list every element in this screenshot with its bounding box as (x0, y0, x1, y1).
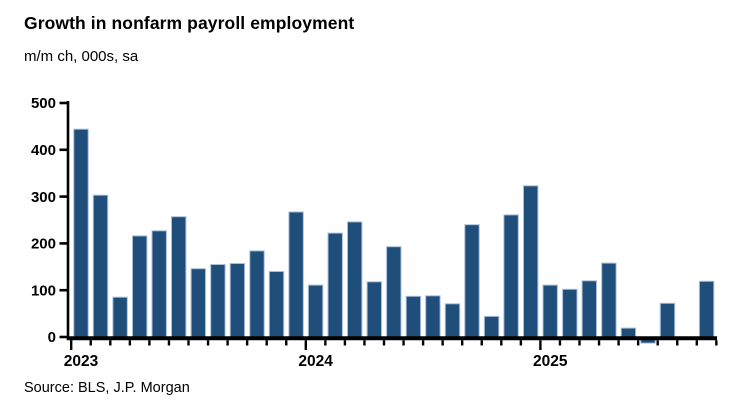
source-note: Source: BLS, J.P. Morgan (24, 380, 190, 396)
y-axis-tick-label: 500 (31, 95, 56, 112)
bar (620, 327, 637, 338)
y-axis-tick-label: 200 (31, 236, 56, 253)
bar (562, 288, 578, 338)
chart-title: Growth in nonfarm payroll employment (24, 13, 355, 33)
bar (73, 128, 89, 338)
bar (92, 194, 109, 338)
bar (112, 296, 128, 338)
x-axis-year-label: 2024 (298, 353, 333, 370)
bar (444, 303, 461, 338)
bar (366, 281, 383, 338)
bar (464, 224, 480, 338)
bar (151, 230, 167, 338)
bar (249, 250, 265, 338)
y-axis-tick-label: 300 (31, 189, 56, 206)
bar (190, 268, 207, 338)
bar (268, 271, 285, 338)
bar (601, 262, 617, 338)
bar (327, 232, 343, 338)
y-axis-tick-label: 400 (31, 142, 56, 159)
bar (132, 235, 148, 338)
bar (503, 214, 519, 338)
bar (210, 264, 226, 338)
bar (659, 302, 676, 338)
x-axis-year-label: 2025 (533, 353, 568, 370)
bar (386, 246, 402, 338)
bar (542, 284, 558, 338)
y-axis-tick-label: 100 (31, 282, 56, 299)
bar (523, 185, 539, 338)
x-axis-year-label: 2023 (64, 353, 99, 370)
bar (307, 284, 324, 338)
bar (288, 211, 304, 338)
bar (425, 295, 441, 338)
bar (483, 315, 500, 338)
bar (581, 280, 597, 338)
y-axis-tick-label: 0 (48, 329, 56, 346)
bar (698, 280, 715, 338)
bar (171, 216, 187, 338)
chart-subtitle: m/m ch, 000s, sa (24, 48, 139, 65)
bar (347, 221, 363, 338)
bar (405, 295, 422, 338)
bar (229, 263, 246, 338)
